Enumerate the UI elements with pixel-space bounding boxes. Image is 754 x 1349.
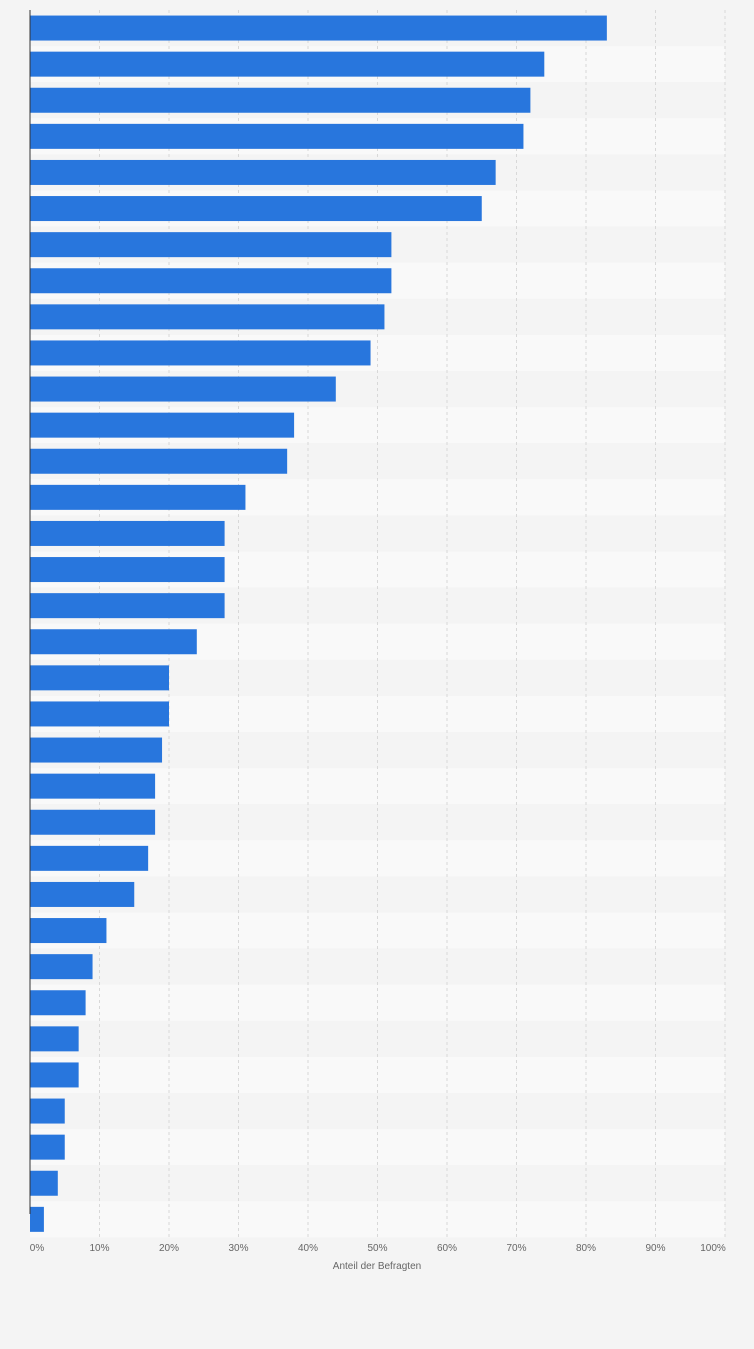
bar <box>30 918 107 944</box>
x-tick-label: 80% <box>576 1243 596 1254</box>
x-tick-label: 100% <box>700 1243 726 1254</box>
bar <box>30 123 524 149</box>
x-tick-label: 40% <box>298 1243 318 1254</box>
row-band <box>30 1093 725 1130</box>
x-axis-title: Anteil der Befragten <box>333 1261 421 1272</box>
bar <box>30 1170 58 1196</box>
bar <box>30 665 169 691</box>
bar <box>30 629 197 655</box>
bar <box>30 268 392 294</box>
bar <box>30 15 607 41</box>
bar <box>30 1134 65 1160</box>
bar <box>30 954 93 980</box>
bars <box>30 15 607 1232</box>
bar <box>30 159 496 185</box>
x-axis-ticks: 0% 10% 20% 30% 40% 50% 60% 70% 80% 90% 100% <box>30 1243 726 1254</box>
x-tick-label: 30% <box>228 1243 248 1254</box>
x-tick-label: 10% <box>89 1243 109 1254</box>
x-tick-label: 70% <box>506 1243 526 1254</box>
bar <box>30 881 135 907</box>
row-band <box>30 1201 725 1238</box>
bar <box>30 1062 79 1088</box>
bar <box>30 232 392 258</box>
bar <box>30 1026 79 1052</box>
bar <box>30 1098 65 1124</box>
row-band <box>30 1129 725 1166</box>
bar <box>30 773 156 799</box>
bar <box>30 845 149 871</box>
bar <box>30 557 225 583</box>
x-tick-label: 0% <box>30 1243 45 1254</box>
bar <box>30 376 336 402</box>
bar <box>30 737 163 763</box>
row-band <box>30 1165 725 1202</box>
x-tick-label: 90% <box>645 1243 665 1254</box>
bar <box>30 304 385 330</box>
bar <box>30 51 545 77</box>
bar <box>30 520 225 546</box>
bar <box>30 593 225 619</box>
bar <box>30 990 86 1016</box>
bar <box>30 701 169 727</box>
bar <box>30 484 246 510</box>
x-tick-label: 20% <box>159 1243 179 1254</box>
bar <box>30 87 531 113</box>
x-tick-label: 50% <box>367 1243 387 1254</box>
bar <box>30 412 295 438</box>
x-tick-label: 60% <box>437 1243 457 1254</box>
bar <box>30 448 288 474</box>
bar <box>30 809 156 835</box>
bar <box>30 196 482 222</box>
bar <box>30 340 371 366</box>
bar <box>30 1206 44 1232</box>
